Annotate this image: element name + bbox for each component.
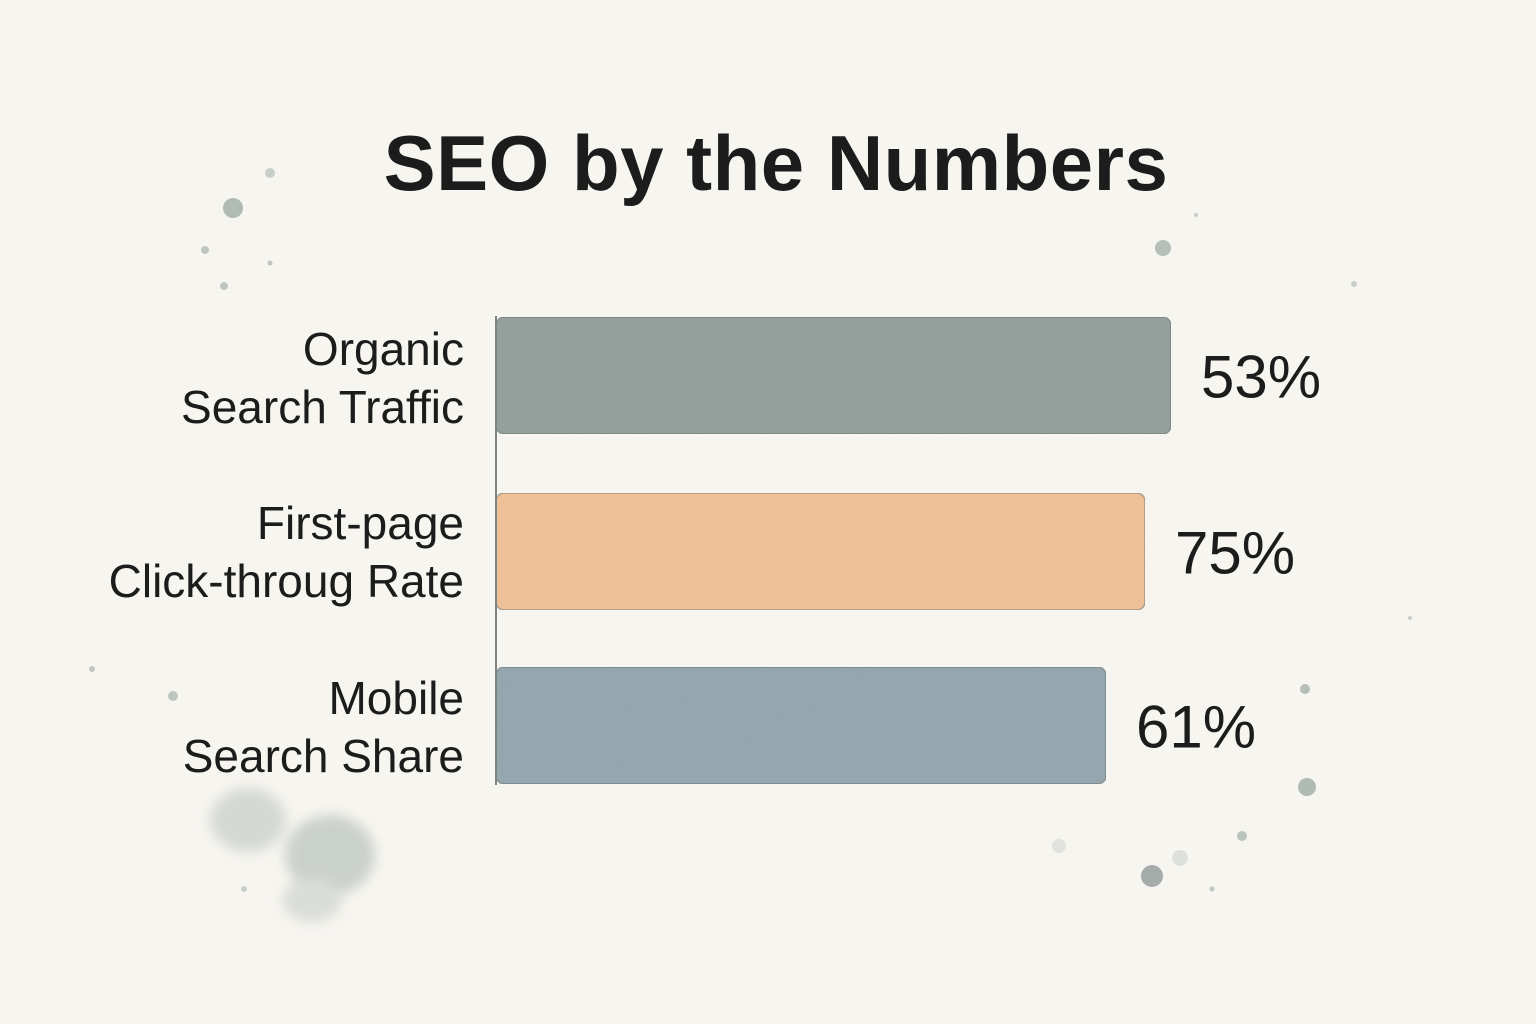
bar-organic-search-traffic [495, 316, 1172, 435]
category-label-line: Search Share [182, 730, 464, 782]
bar-mobile-search-share [495, 666, 1107, 785]
category-label-line: Click-throug Rate [108, 555, 464, 607]
background-splatters [89, 168, 1412, 922]
value-label-first-page-ctr: 75% [1175, 520, 1295, 587]
value-label-organic-search-traffic: 53% [1201, 344, 1321, 411]
category-label-line: Search Traffic [181, 381, 464, 433]
value-label-mobile-search-share: 61% [1136, 694, 1256, 761]
category-label-mobile-search-share: Mobile Search Share [44, 669, 464, 785]
category-label-line: Mobile [328, 672, 464, 724]
category-label-first-page-ctr: First-page Click-throug Rate [44, 494, 464, 610]
value-labels-group: 53% 75% 61% [1136, 344, 1321, 761]
category-label-line: First-page [256, 497, 464, 549]
bar-first-page-ctr [495, 492, 1146, 611]
category-label-line: Organic [302, 323, 464, 375]
chart-title: SEO by the Numbers [383, 119, 1169, 207]
category-label-organic-search-traffic: Organic Search Traffic [44, 320, 464, 436]
bars-group [495, 316, 1172, 785]
